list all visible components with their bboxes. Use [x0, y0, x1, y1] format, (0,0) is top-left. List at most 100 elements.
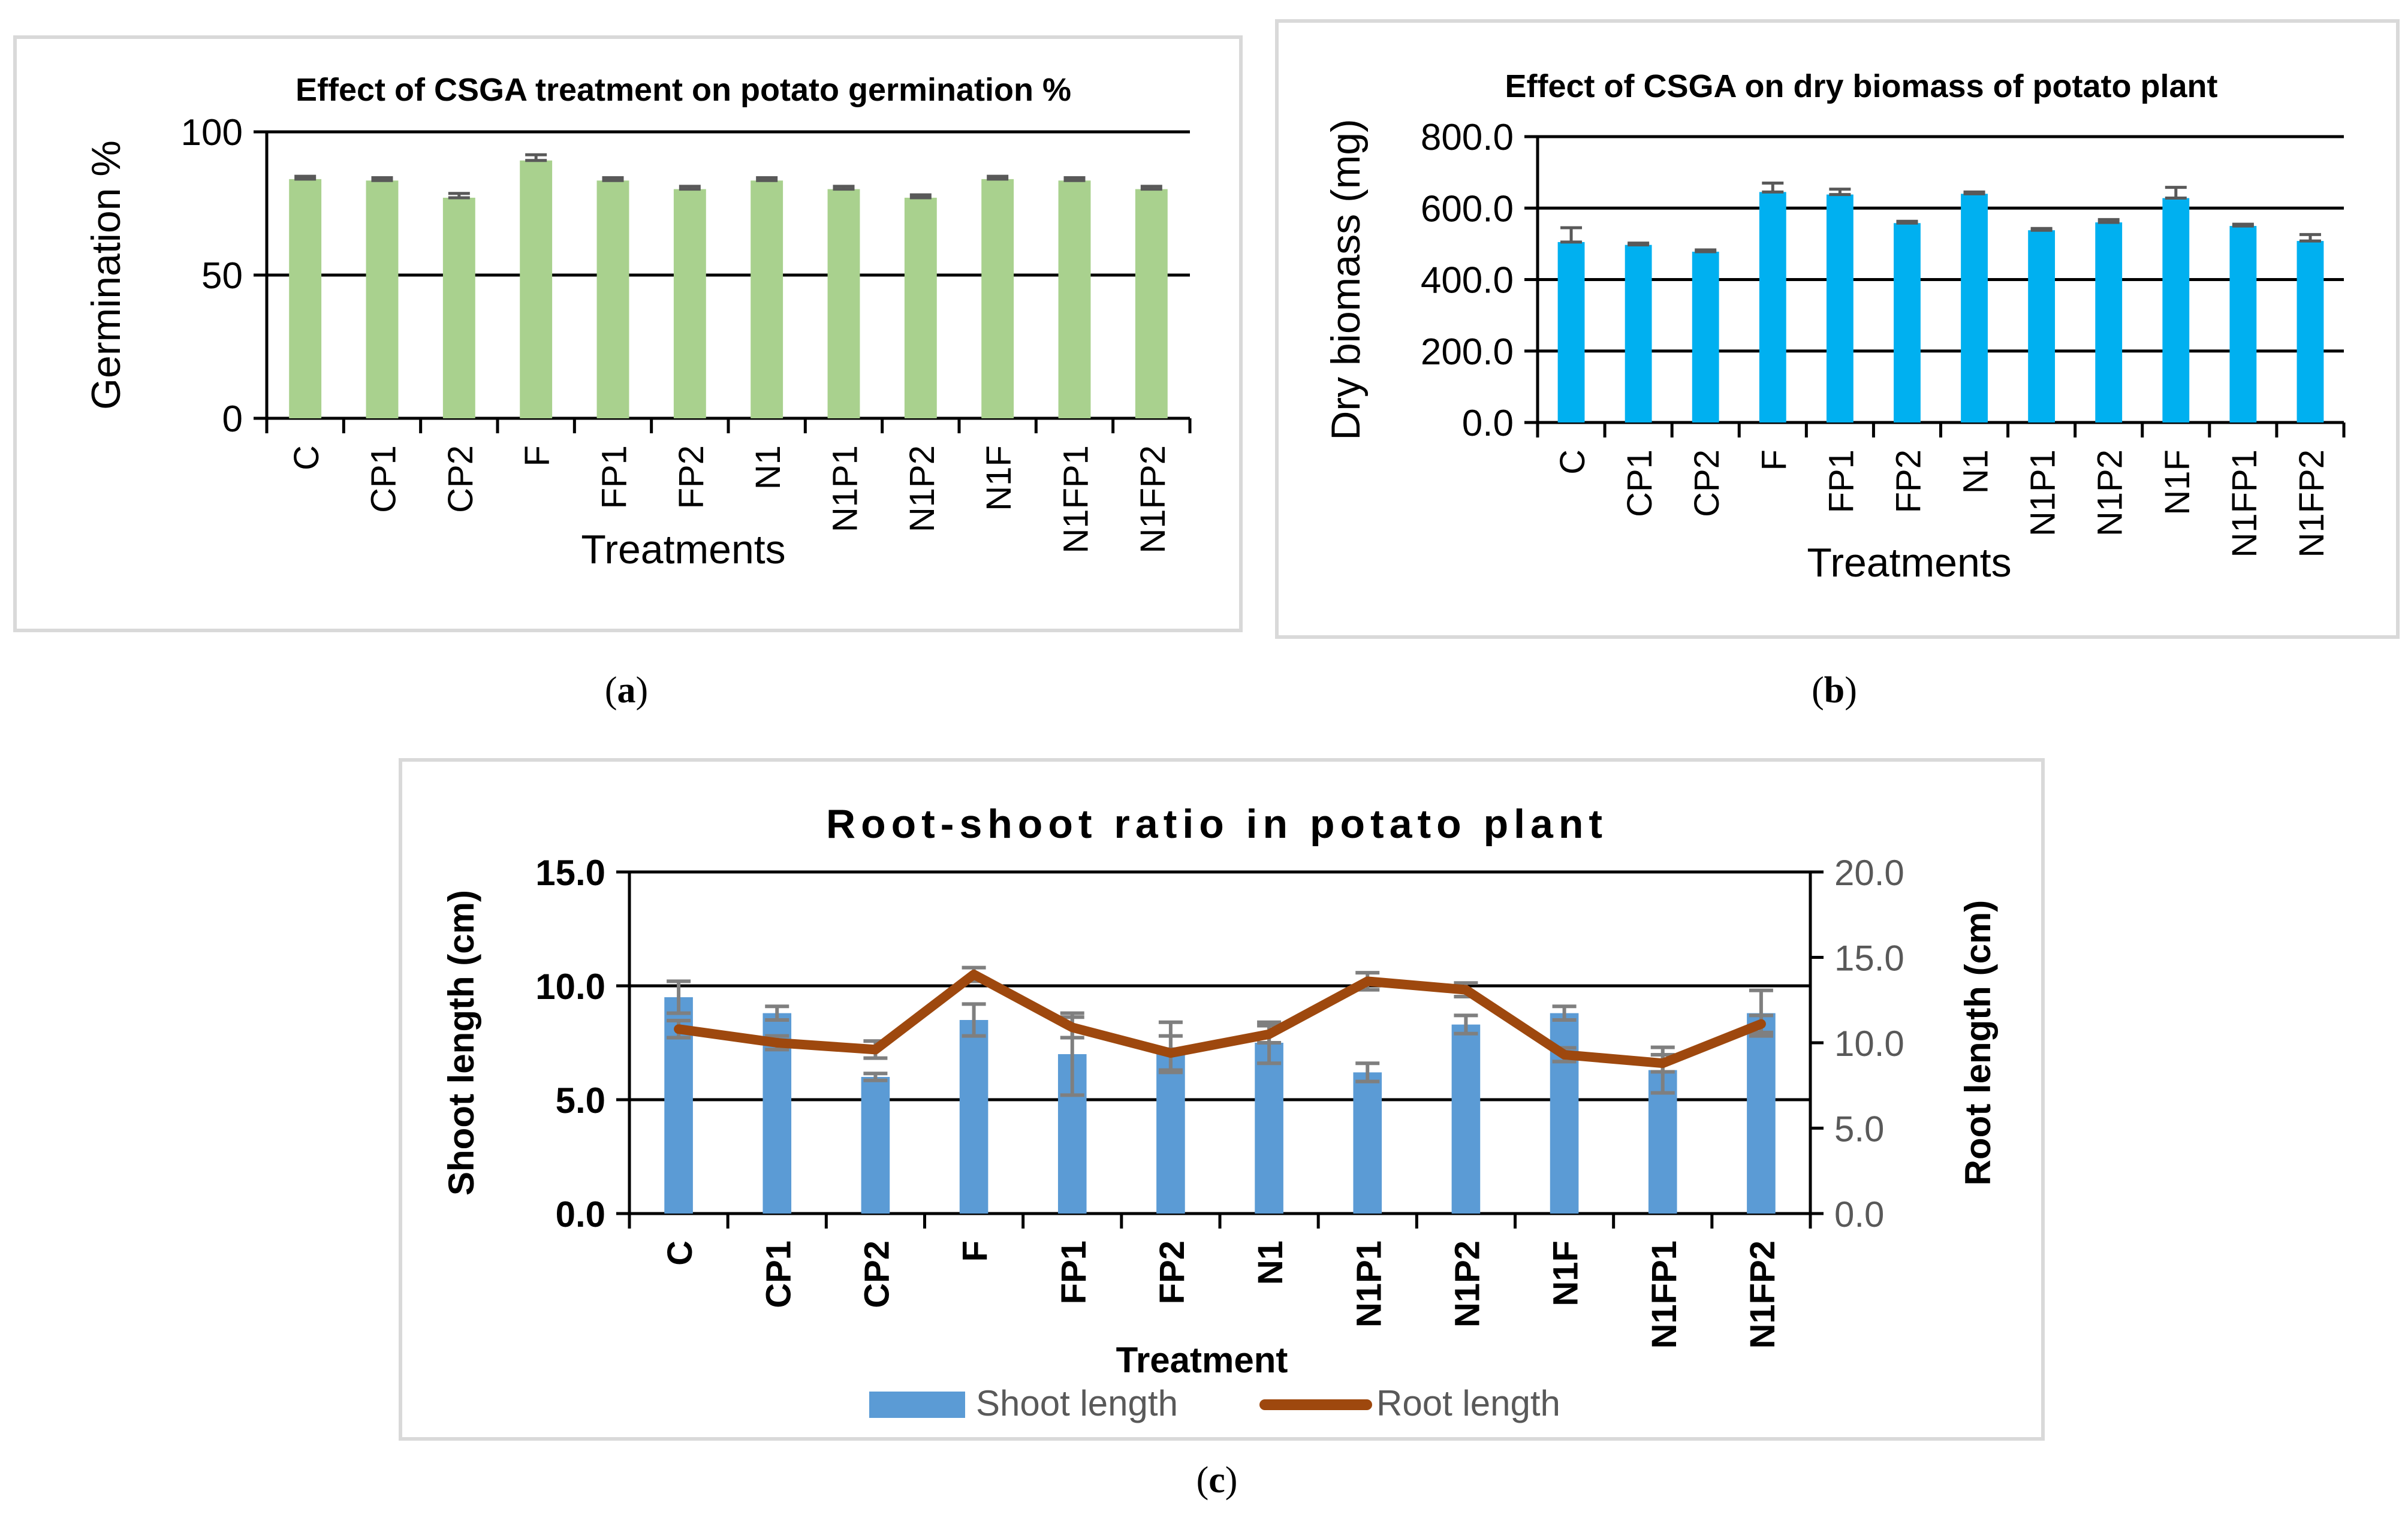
chart-b-y-tick-label: 0.0 [1462, 403, 1514, 444]
chart-c-root-line [674, 970, 1766, 1069]
chart-c-caption-caption-letter: c [1208, 1460, 1225, 1501]
chart-a-bar [289, 179, 322, 418]
chart-c-root-point [1366, 979, 1370, 983]
chart-b-x-tick-label: N1P2 [2091, 449, 2130, 536]
chart-c-shoot-bar [1747, 1013, 1776, 1214]
chart-c-root-point [1070, 1025, 1074, 1030]
chart-b-error-bar [2232, 222, 2254, 228]
chart-c-shoot-error-bar [1454, 1013, 1478, 1036]
chart-c-legend-shoot-label: Shoot length [976, 1383, 1178, 1423]
chart-c-y-tick-label: 15.0 [535, 853, 605, 893]
chart-a-x-tick-label: CP2 [441, 445, 480, 513]
chart-a-error-bar [756, 176, 778, 182]
chart-b-x-tick-label: CP1 [1620, 449, 1659, 517]
chart-c-root-point [1562, 1052, 1566, 1057]
chart-c-shoot-bar [959, 1020, 988, 1214]
chart-c-x-tick-label: C [661, 1241, 700, 1266]
chart-a-error-bar [679, 185, 701, 191]
chart-a-bar [366, 180, 399, 418]
chart-a-error-bar [1140, 185, 1162, 191]
chart-b-error-bar [1963, 190, 1985, 195]
chart-a-error-bar [294, 174, 317, 181]
chart-b-bar [2297, 241, 2324, 422]
chart-c-shoot-bar [1156, 1047, 1185, 1214]
chart-c-shoot-error-bar [962, 1002, 986, 1038]
chart-b-error-bar [1829, 188, 1851, 197]
chart-a-bar [1058, 180, 1091, 418]
chart-c-root-point [873, 1048, 878, 1052]
chart-b-bar [1625, 245, 1652, 422]
chart-b-error-bar [1896, 219, 1918, 225]
chart-c-root-point [1464, 988, 1468, 992]
chart-a-x-tick-label: FP2 [672, 445, 711, 509]
chart-a-bar [751, 180, 783, 418]
chart-a-x-tick-label: CP1 [364, 445, 403, 513]
chart-b-bar [1692, 251, 1719, 422]
chart-c-root-point [1759, 1022, 1763, 1026]
chart-c-shoot-bar [861, 1077, 890, 1214]
chart-a-error-bar [833, 185, 855, 191]
chart-c-x-tick-label: F [956, 1241, 995, 1262]
chart-b-y-tick-label: 200.0 [1421, 331, 1514, 373]
chart-b-bar [2229, 226, 2257, 422]
chart-a-y-tick-label: 0 [222, 399, 243, 440]
chart-c-x-tick-label: CP1 [759, 1241, 798, 1308]
chart-b-x-tick-label: F [1755, 449, 1794, 470]
chart-c-caption-caption-close: ) [1225, 1460, 1238, 1501]
chart-c-root-point [972, 973, 976, 976]
chart-b-x-tick-label: N1 [1957, 449, 1996, 494]
chart-c-shoot-bar [1353, 1072, 1382, 1214]
chart-a-caption-caption-close: ) [636, 670, 649, 711]
chart-c-shoot-error-bar [1355, 1061, 1380, 1084]
chart-c-x-tick-label: N1FP2 [1743, 1241, 1782, 1349]
chart-b-error-bar [2030, 227, 2053, 232]
chart-a-bar [981, 179, 1014, 418]
chart-c-y-axis-label: Shoot length (cm) [441, 890, 481, 1196]
chart-b-error-bar [2097, 218, 2120, 224]
chart-a-x-tick-label: C [287, 445, 326, 470]
chart-c-x-axis-label: Treatment [1116, 1340, 1288, 1380]
chart-c-shoot-error-bar [765, 1004, 789, 1022]
chart-b-x-tick-label: N1P1 [2024, 449, 2063, 536]
chart-b-error-bar [1628, 242, 1650, 247]
chart-b-x-axis-label: Treatments [1807, 540, 2011, 586]
chart-a-x-axis-label: Treatments [581, 527, 785, 572]
chart-a-bar [1135, 189, 1168, 418]
chart-a-x-tick-label: N1FP1 [1057, 445, 1096, 554]
chart-a-x-tick-label: N1F [980, 445, 1018, 511]
chart-c-caption-caption-open: ( [1197, 1460, 1209, 1501]
chart-c-y2-tick-label: 15.0 [1834, 938, 1904, 979]
chart-c-y-tick-label: 0.0 [556, 1194, 605, 1235]
chart-b-x-tick-label: N1FP1 [2225, 449, 2264, 558]
chart-b-bar [2095, 222, 2123, 422]
chart-c-shoot-error-bar [863, 1072, 888, 1082]
chart-b-y-tick-label: 400.0 [1421, 260, 1514, 301]
chart-b-x-tick-label: N1F [2158, 449, 2197, 515]
chart-c-title: Root-shoot ratio in potato plant [826, 801, 1608, 847]
chart-a-y-axis-label: Germination % [83, 140, 129, 410]
chart-b-bar [1961, 194, 1988, 422]
chart-c-x-tick-label: CP2 [857, 1241, 896, 1308]
chart-b-error-bar [1762, 182, 1784, 194]
chart-a-bar [827, 189, 860, 418]
chart-b-bar [2162, 198, 2190, 422]
chart-c-y2-tick-label: 20.0 [1834, 853, 1904, 893]
chart-c-caption: (c) [1197, 1460, 1238, 1501]
chart-b-error-bar [2165, 186, 2187, 200]
chart-a-bar [596, 180, 629, 418]
chart-b-x-tick-label: C [1553, 449, 1592, 475]
chart-b-caption-caption-letter: b [1824, 670, 1845, 711]
chart-a-x-tick-label: N1 [749, 445, 788, 490]
chart-b-error-bar [1560, 226, 1583, 244]
chart-a-x-tick-label: FP1 [595, 445, 634, 509]
chart-c-legend-root-label: Root length [1376, 1383, 1560, 1423]
chart-c-shoot-error-bar [1552, 1004, 1577, 1022]
chart-c-y-tick-label: 10.0 [535, 967, 605, 1007]
chart-b-bar [1894, 223, 1921, 422]
chart-a-caption: (a) [605, 670, 648, 711]
chart-c-root-point [1660, 1061, 1665, 1066]
chart-a-x-tick-label: F [518, 445, 557, 466]
chart-b-caption: (b) [1812, 670, 1857, 711]
chart-b-x-tick-label: N1FP2 [2292, 449, 2331, 558]
chart-c-x-tick-label: FP1 [1054, 1241, 1093, 1304]
